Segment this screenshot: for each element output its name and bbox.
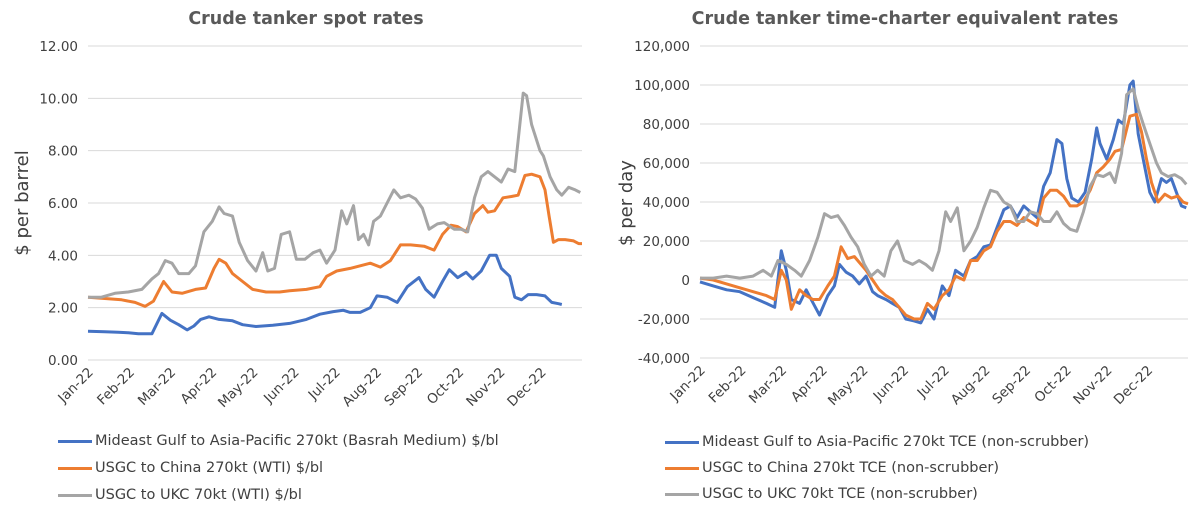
chart-title: Crude tanker spot rates [188,9,423,29]
y-tick-labels: -40,000 -20,000 0 20,000 40,000 60,000 80,000 1… [634,39,690,367]
y-tick-label: 100,000 [634,78,690,94]
y-tick-label: -40,000 [638,351,690,367]
legend-item: USGC to UKC 70kt (WTI) $/bl [58,487,302,503]
x-tick-label: Jul-22 [305,365,344,404]
series-line [699,112,1189,321]
legend-item: Mideast Gulf to Asia-Pacific 270kt (Basr… [58,433,499,449]
y-tick-label: 10.00 [39,91,78,107]
x-tick-label: Dec-22 [504,365,549,410]
legend-swatch [58,466,92,470]
legend-swatch [58,439,92,443]
x-tick-label: Jul-22 [914,363,953,402]
legend-label: USGC to UKC 70kt TCE (non-scrubber) [702,486,978,502]
series-line [87,253,563,336]
x-tick-label: Dec-22 [1111,363,1156,408]
y-tick-label: 8.00 [48,144,78,160]
legend-item: USGC to China 270kt TCE (non-scrubber) [665,460,999,476]
x-tick-label: Nov-22 [1070,363,1115,408]
x-tick-label: Mar-22 [746,363,790,407]
y-tick-label: 0.00 [48,353,78,369]
y-tick-label: 60,000 [643,156,690,172]
x-tick-label: Mar-22 [135,365,179,409]
spot-rates-chart-panel: Crude tanker spot rates $ per barrel 0.0… [12,9,582,503]
y-tick-label: 80,000 [643,117,690,133]
legend-label: USGC to China 270kt (WTI) $/bl [95,460,324,476]
series-line [700,87,1188,280]
y-tick-label: 6.00 [48,196,78,212]
x-tick-label: May-22 [215,365,261,411]
spot-rates-chart: Crude tanker spot rates $ per barrel 0.0… [12,9,582,411]
legend-swatch [58,493,92,497]
chart-title: Crude tanker time-charter equivalent rat… [692,9,1119,29]
y-tick-label: 4.00 [48,248,78,264]
y-tick-label: 120,000 [634,39,690,55]
series-line [88,91,581,299]
x-tick-label: Jun-22 [870,363,913,406]
series-line [87,172,582,308]
series-lines [699,79,1189,325]
y-tick-labels: 0.00 2.00 4.00 6.00 8.00 10.00 12.00 [39,39,78,369]
x-tick-label: Sep-22 [989,363,1034,408]
x-tick-label: Jun-22 [260,365,303,408]
x-tick-label: May-22 [825,363,871,409]
legend-label: USGC to UKC 70kt (WTI) $/bl [95,487,302,503]
legend-label: Mideast Gulf to Asia-Pacific 270kt TCE (… [702,434,1090,450]
y-axis-title: $ per barrel [12,150,33,255]
x-tick-label: Oct-22 [424,365,467,408]
tce-rates-chart-panel: Crude tanker time-charter equivalent rat… [600,0,1200,513]
y-tick-label: -20,000 [638,312,690,328]
x-tick-label: Feb-22 [706,363,750,407]
x-tick-label: Nov-22 [463,365,508,410]
y-tick-label: 12.00 [39,39,78,55]
y-axis-title: $ per day [616,160,637,246]
x-tick-label: Apr-22 [788,363,831,406]
legend-swatch [665,440,699,444]
legend-swatch [665,466,699,470]
x-tick-label: Feb-22 [94,365,138,409]
y-tick-label: 0 [681,273,690,289]
legend-item: USGC to China 270kt (WTI) $/bl [58,460,323,476]
x-tick-label: Sep-22 [381,365,426,410]
series-lines [87,91,582,336]
x-tick-label: Oct-22 [1031,363,1074,406]
x-tick-label: Aug-22 [339,365,385,411]
tce-rates-chart: Crude tanker time-charter equivalent rat… [616,9,1189,409]
gridlines [88,45,582,361]
x-tick-label: Apr-22 [178,365,221,408]
y-tick-label: 2.00 [48,301,78,317]
x-tick-label: Aug-22 [948,363,994,409]
x-tick-label: Jan-22 [666,363,708,405]
x-tick-label: Jan-22 [54,365,96,407]
legend-label: Mideast Gulf to Asia-Pacific 270kt (Basr… [95,433,499,449]
legend-swatch [665,492,699,496]
legend-item: USGC to UKC 70kt TCE (non-scrubber) [665,486,978,502]
legend-item: Mideast Gulf to Asia-Pacific 270kt TCE (… [665,434,1089,450]
y-tick-label: 20,000 [643,234,690,250]
legend-label: USGC to China 270kt TCE (non-scrubber) [702,460,1000,476]
y-tick-label: 40,000 [643,195,690,211]
gridlines [700,45,1188,359]
